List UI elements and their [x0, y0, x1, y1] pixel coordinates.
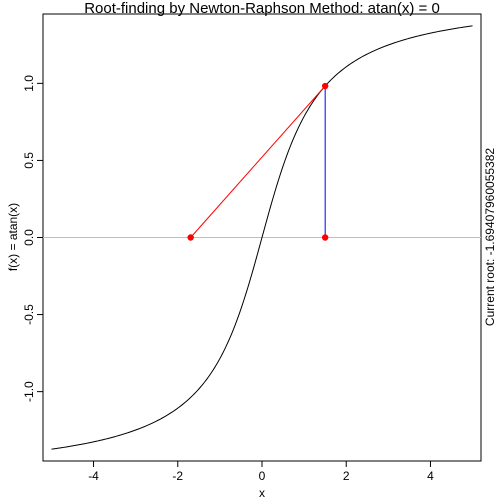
tangent-line [190, 85, 326, 238]
x-tick-label: -4 [88, 469, 99, 483]
chart-title: Root-finding by Newton-Raphson Method: a… [84, 0, 440, 17]
point-on-curve [321, 82, 329, 90]
x-tick-label: -2 [172, 469, 183, 483]
x-axis-label: x [259, 486, 265, 500]
current-root-label: Current root: -1.69407960055382 [483, 148, 497, 326]
atan-curve [51, 25, 473, 450]
x-tick-label: 4 [427, 469, 434, 483]
y-axis: -1.0 -0.5 0.0 0.5 1.0 [22, 75, 43, 402]
y-tick-label: 0.5 [22, 152, 36, 169]
y-axis-label: f(x) = atan(x) [6, 203, 20, 271]
y-tick-label: -1.0 [22, 381, 36, 402]
y-tick-label: -0.5 [22, 304, 36, 325]
y-tick-label: 0.0 [22, 229, 36, 246]
x-tick-label: 2 [343, 469, 350, 483]
y-tick-label: 1.0 [22, 75, 36, 92]
x-tick-label: 0 [259, 469, 266, 483]
point-next-root [187, 234, 194, 241]
x-axis: -4 -2 0 2 4 [88, 461, 434, 483]
point-current-x [321, 234, 329, 241]
